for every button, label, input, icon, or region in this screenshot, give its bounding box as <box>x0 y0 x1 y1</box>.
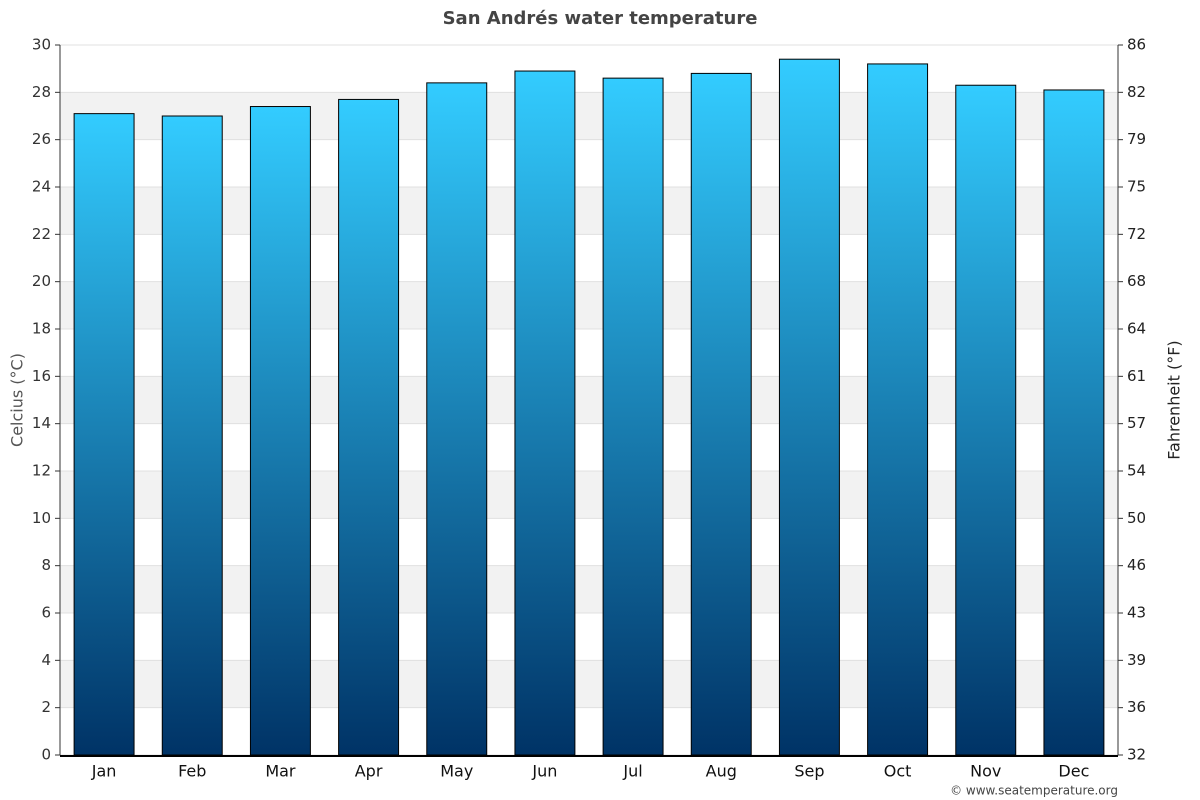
grid-band <box>60 471 1118 519</box>
bar <box>338 98 400 756</box>
y-axis-label: Celcius (°C) <box>8 353 27 447</box>
bar <box>955 84 1017 756</box>
y2-tick-label: 32 <box>1127 746 1146 764</box>
y2-tick-label: 72 <box>1127 225 1146 243</box>
y-tick-label: 10 <box>32 509 51 527</box>
x-tick-label: Jun <box>531 762 557 781</box>
grid-band <box>60 376 1118 424</box>
x-tick-label: Oct <box>884 762 912 781</box>
y-tick-label: 0 <box>41 746 51 764</box>
grid-band <box>60 281 1118 329</box>
y2-tick-label: 82 <box>1127 83 1146 101</box>
y-tick-label: 24 <box>32 178 51 196</box>
x-tick-label: Feb <box>178 762 206 781</box>
y2-tick-label: 57 <box>1127 414 1146 432</box>
y-tick-label: 18 <box>32 320 51 338</box>
y-tick-label: 30 <box>32 36 51 54</box>
bar <box>161 115 223 756</box>
y2-tick-label: 43 <box>1127 604 1146 622</box>
y2-tick-label: 50 <box>1127 509 1146 527</box>
y-tick-label: 8 <box>41 556 51 574</box>
y-tick-label: 14 <box>32 414 51 432</box>
x-tick-label: Aug <box>706 762 737 781</box>
x-tick-label: Jan <box>91 762 117 781</box>
y-tick-label: 20 <box>32 272 51 290</box>
bar <box>602 77 664 756</box>
y2-tick-label: 86 <box>1127 36 1146 54</box>
credit: © www.seatemperature.org <box>950 784 1118 798</box>
y2-tick-label: 68 <box>1127 272 1146 290</box>
y-tick-label: 16 <box>32 367 51 385</box>
bar <box>426 82 488 756</box>
bar <box>690 72 752 756</box>
bar <box>73 113 135 756</box>
y-tick-label: 2 <box>41 698 51 716</box>
y-tick-label: 22 <box>32 225 51 243</box>
bar <box>1043 89 1105 756</box>
y-tick-label: 28 <box>32 83 51 101</box>
y2-tick-label: 64 <box>1127 320 1146 338</box>
bar <box>249 106 311 756</box>
chart-title: San Andrés water temperature <box>443 8 758 29</box>
x-tick-label: Mar <box>265 762 296 781</box>
x-tick-label: Nov <box>970 762 1001 781</box>
bar <box>514 70 576 756</box>
y-tick-label: 6 <box>41 604 51 622</box>
x-tick-label: Apr <box>355 762 383 781</box>
y2-tick-label: 79 <box>1127 130 1146 148</box>
x-tick-label: May <box>440 762 473 781</box>
y2-tick-label: 46 <box>1127 556 1146 574</box>
y-tick-label: 4 <box>41 651 51 669</box>
y-tick-label: 12 <box>32 462 51 480</box>
grid-band <box>60 92 1118 140</box>
x-tick-label: Sep <box>794 762 824 781</box>
x-tick-label: Dec <box>1058 762 1089 781</box>
grid-band <box>60 565 1118 613</box>
grid-band <box>60 660 1118 708</box>
x-tick-label: Jul <box>622 762 642 781</box>
bar <box>778 58 840 756</box>
y-tick-label: 26 <box>32 130 51 148</box>
y2-tick-label: 54 <box>1127 462 1146 480</box>
bar <box>867 63 929 756</box>
y2-tick-label: 61 <box>1127 367 1146 385</box>
y2-tick-label: 36 <box>1127 698 1146 716</box>
y2-tick-label: 39 <box>1127 651 1146 669</box>
y2-tick-label: 75 <box>1127 178 1146 196</box>
grid-band <box>60 187 1118 235</box>
y2-axis-label: Fahrenheit (°F) <box>1165 340 1184 459</box>
